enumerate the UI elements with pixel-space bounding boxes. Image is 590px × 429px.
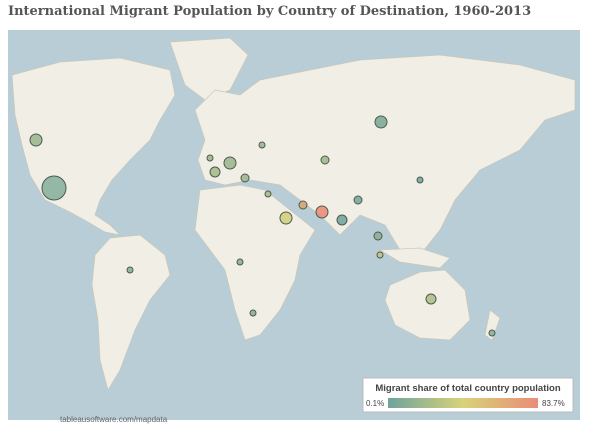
bubble — [320, 155, 330, 165]
legend-gradient — [388, 398, 538, 408]
bubble — [249, 309, 257, 317]
bubble — [41, 175, 67, 201]
legend-min: 0.1% — [366, 399, 384, 408]
attribution: tableausoftware.com/mapdata — [60, 415, 168, 424]
bubble — [223, 156, 237, 170]
bubble — [315, 205, 329, 219]
bubble — [29, 133, 43, 147]
bubble — [258, 141, 266, 149]
bubbles — [29, 115, 496, 337]
bubble — [416, 176, 424, 184]
bubble — [488, 329, 496, 337]
bubble — [336, 214, 348, 226]
bubble — [373, 231, 383, 241]
legend-title: Migrant share of total country populatio… — [375, 383, 560, 394]
bubble — [264, 190, 272, 198]
legend-max: 83.7% — [542, 399, 565, 408]
bubble — [236, 258, 244, 266]
bubble — [279, 211, 293, 225]
bubble — [353, 195, 363, 205]
bubble — [240, 173, 250, 183]
bubble — [374, 115, 388, 129]
title: International Migrant Population by Coun… — [8, 4, 532, 19]
bubble — [126, 266, 134, 274]
bubble — [209, 166, 221, 178]
bubble — [376, 251, 384, 259]
bubble — [425, 293, 437, 305]
legend: Migrant share of total country populatio… — [362, 377, 574, 413]
bubble — [298, 200, 308, 210]
bubble — [206, 154, 214, 162]
